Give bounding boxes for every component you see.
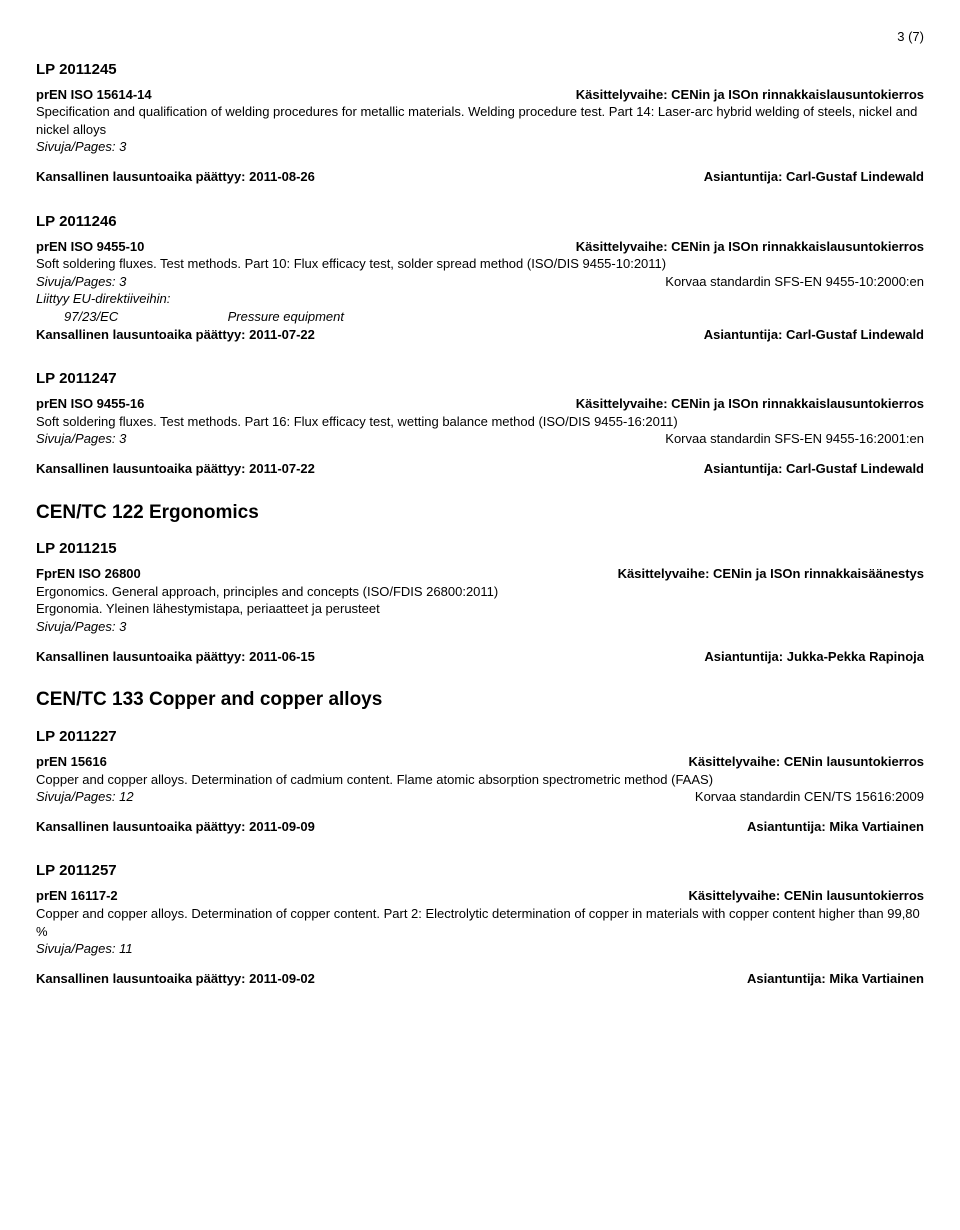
deadline: Kansallinen lausuntoaika päättyy: 2011-0… — [36, 326, 315, 344]
lp-code: LP 2011247 — [36, 369, 924, 389]
deadline: Kansallinen lausuntoaika päättyy: 2011-0… — [36, 648, 315, 666]
description: Copper and copper alloys. Determination … — [36, 771, 924, 789]
lp-code: LP 2011246 — [36, 212, 924, 232]
phase-label: Käsittelyvaihe: CENin ja ISOn rinnakkais… — [576, 86, 924, 104]
description: Soft soldering fluxes. Test methods. Par… — [36, 413, 924, 431]
expert: Asiantuntija: Carl-Gustaf Lindewald — [704, 168, 924, 186]
pages-info: Sivuja/Pages: 12 — [36, 788, 134, 806]
section-heading: CEN/TC 133 Copper and copper alloys — [36, 687, 924, 713]
phase-label: Käsittelyvaihe: CENin lausuntokierros — [688, 887, 924, 905]
lp-code: LP 2011227 — [36, 727, 924, 747]
deadline: Kansallinen lausuntoaika päättyy: 2011-0… — [36, 460, 315, 478]
description: Copper and copper alloys. Determination … — [36, 905, 924, 940]
directive-code: 97/23/EC — [64, 308, 224, 326]
pages-info: Sivuja/Pages: 3 — [36, 138, 924, 156]
expert: Asiantuntija: Mika Vartiainen — [747, 818, 924, 836]
expert: Asiantuntija: Carl-Gustaf Lindewald — [704, 326, 924, 344]
standard-code: prEN ISO 9455-10 — [36, 238, 144, 256]
description: Specification and qualification of weldi… — [36, 103, 924, 138]
page-number: 3 (7) — [36, 28, 924, 46]
expert: Asiantuntija: Mika Vartiainen — [747, 970, 924, 988]
description-alt: Ergonomia. Yleinen lähestymistapa, peria… — [36, 600, 924, 618]
directive-line: 97/23/EC Pressure equipment — [36, 308, 924, 326]
standard-code: prEN 16117-2 — [36, 887, 118, 905]
pages-info: Sivuja/Pages: 3 — [36, 618, 924, 636]
replaces-info: Korvaa standardin CEN/TS 15616:2009 — [695, 788, 924, 806]
replaces-info: Korvaa standardin SFS-EN 9455-16:2001:en — [665, 430, 924, 448]
expert: Asiantuntija: Carl-Gustaf Lindewald — [704, 460, 924, 478]
directive-label: Liittyy EU-direktiiveihin: — [36, 290, 924, 308]
replaces-info: Korvaa standardin SFS-EN 9455-10:2000:en — [665, 273, 924, 291]
deadline: Kansallinen lausuntoaika päättyy: 2011-0… — [36, 168, 315, 186]
pages-info: Sivuja/Pages: 3 — [36, 430, 126, 448]
phase-label: Käsittelyvaihe: CENin lausuntokierros — [688, 753, 924, 771]
expert: Asiantuntija: Jukka-Pekka Rapinoja — [704, 648, 924, 666]
standard-code: prEN 15616 — [36, 753, 107, 771]
deadline: Kansallinen lausuntoaika päättyy: 2011-0… — [36, 818, 315, 836]
phase-label: Käsittelyvaihe: CENin ja ISOn rinnakkais… — [576, 395, 924, 413]
description: Soft soldering fluxes. Test methods. Par… — [36, 255, 924, 273]
pages-info: Sivuja/Pages: 3 — [36, 273, 126, 291]
deadline: Kansallinen lausuntoaika päättyy: 2011-0… — [36, 970, 315, 988]
lp-code: LP 2011245 — [36, 60, 924, 80]
lp-code: LP 2011257 — [36, 861, 924, 881]
pages-info: Sivuja/Pages: 11 — [36, 940, 924, 958]
phase-label: Käsittelyvaihe: CENin ja ISOn rinnakkais… — [618, 565, 924, 583]
directive-name: Pressure equipment — [228, 309, 344, 324]
lp-code: LP 2011215 — [36, 539, 924, 559]
phase-label: Käsittelyvaihe: CENin ja ISOn rinnakkais… — [576, 238, 924, 256]
standard-code: FprEN ISO 26800 — [36, 565, 141, 583]
description: Ergonomics. General approach, principles… — [36, 583, 924, 601]
section-heading: CEN/TC 122 Ergonomics — [36, 500, 924, 526]
standard-code: prEN ISO 15614-14 — [36, 86, 152, 104]
standard-code: prEN ISO 9455-16 — [36, 395, 144, 413]
